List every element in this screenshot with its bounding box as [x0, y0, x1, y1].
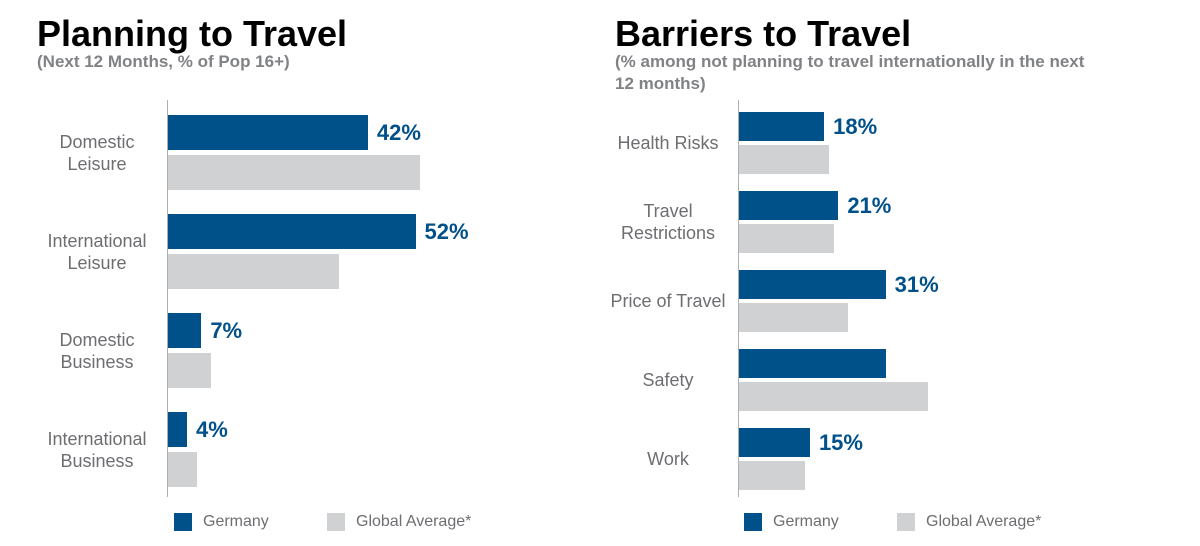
bar	[739, 349, 886, 378]
chart-subtitle: (% among not planning to travel internat…	[615, 52, 1085, 93]
legend-swatch	[174, 513, 192, 531]
bar	[739, 461, 806, 490]
bar	[168, 254, 340, 289]
bar	[739, 270, 886, 299]
bar	[739, 145, 829, 174]
value-label: 15%	[818, 429, 863, 455]
category-label: Domestic Leisure	[59, 131, 135, 174]
chart-subtitle: (Next 12 Months, % of Pop 16+)	[37, 52, 290, 71]
legend-swatch	[744, 513, 762, 531]
bar	[168, 452, 197, 487]
axis-line	[738, 100, 739, 497]
bar	[168, 353, 211, 388]
bar	[168, 115, 368, 150]
category-label: Health Risks	[617, 133, 719, 153]
axis-line	[167, 100, 168, 497]
bar	[739, 224, 834, 253]
value-label: 4%	[196, 416, 228, 442]
bar	[739, 112, 825, 141]
legend-swatch	[897, 513, 915, 531]
category-label: International Leisure	[47, 230, 147, 273]
legend-label: Global Average*	[926, 513, 1042, 530]
bar	[739, 428, 810, 457]
legend-label: Germany	[203, 513, 269, 530]
bar	[168, 214, 416, 249]
category-label: International Business	[47, 428, 147, 471]
value-label: 31%	[894, 271, 939, 297]
category-label: Travel Restrictions	[620, 201, 716, 243]
legend-label: Germany	[773, 513, 839, 530]
bar	[168, 155, 421, 190]
category-label: Domestic Business	[59, 329, 135, 372]
value-label: 18%	[833, 113, 878, 139]
legend-swatch	[327, 513, 345, 531]
value-label: 42%	[376, 119, 421, 145]
legend-label: Global Average*	[356, 513, 472, 530]
category-label: Work	[647, 449, 689, 469]
bar	[739, 303, 848, 332]
chart-title: Barriers to Travel	[615, 13, 912, 54]
value-label: 52%	[424, 218, 469, 244]
value-label: 21%	[847, 192, 892, 218]
bar	[168, 313, 202, 348]
bar	[168, 412, 188, 447]
category-label: Price of Travel	[610, 291, 726, 311]
value-label: 7%	[210, 317, 243, 343]
category-label: Safety	[642, 370, 694, 390]
bar	[739, 191, 839, 220]
bar	[739, 382, 929, 411]
chart-title: Planning to Travel	[37, 13, 348, 54]
